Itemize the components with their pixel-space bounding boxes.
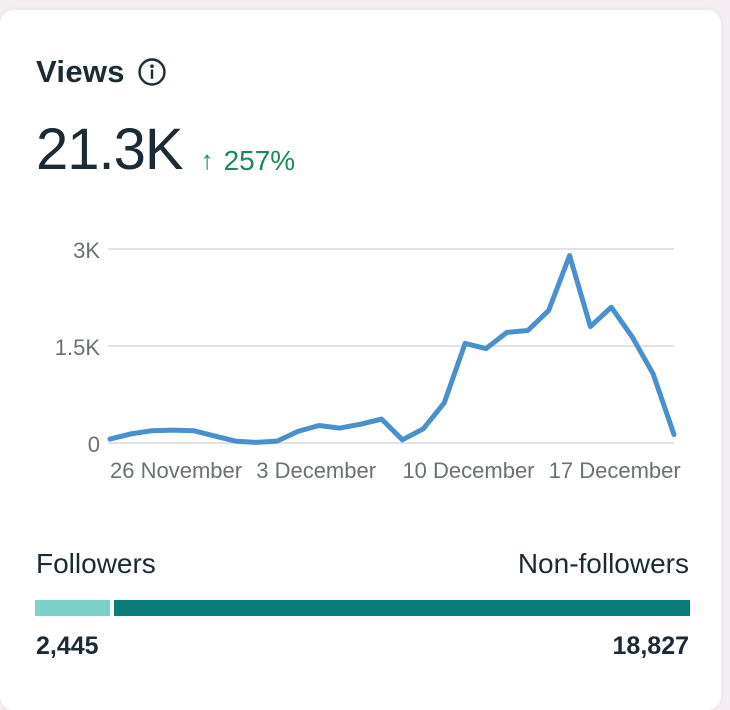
- nonfollowers-label: Non-followers: [517, 548, 689, 579]
- views-line-chart: 0 1.5K 3K 26 November 3 December 10 December 1…: [55, 238, 681, 483]
- followers-count: 2,445: [36, 632, 99, 660]
- x-tick-label: 3 December: [256, 458, 376, 483]
- total-views: 21.3K: [36, 117, 184, 182]
- change-percent: 257%: [223, 144, 296, 176]
- card-title: Views: [36, 54, 125, 89]
- followers-label: Followers: [36, 548, 156, 579]
- x-tick-label: 26 November: [110, 458, 242, 483]
- views-card: Views 21.3K ↑ 257%: [0, 10, 721, 710]
- nonfollowers-count: 18,827: [612, 632, 689, 660]
- views-series-line: [107, 253, 677, 445]
- followers-bar-segment: [35, 600, 110, 616]
- x-tick-label: 17 December: [549, 458, 681, 483]
- y-tick-label: 3K: [73, 238, 100, 263]
- change-indicator: ↑ 257%: [201, 145, 296, 177]
- title-row: Views: [36, 52, 167, 92]
- x-tick-label: 10 December: [402, 458, 534, 483]
- info-icon[interactable]: [137, 57, 167, 87]
- up-arrow-icon: ↑: [200, 145, 214, 175]
- y-tick-label: 1.5K: [55, 335, 101, 360]
- nonfollowers-bar-segment: [114, 600, 690, 616]
- y-tick-label: 0: [88, 432, 100, 457]
- total-row: 21.3K ↑ 257%: [36, 116, 295, 183]
- audience-split-bar: [35, 600, 690, 616]
